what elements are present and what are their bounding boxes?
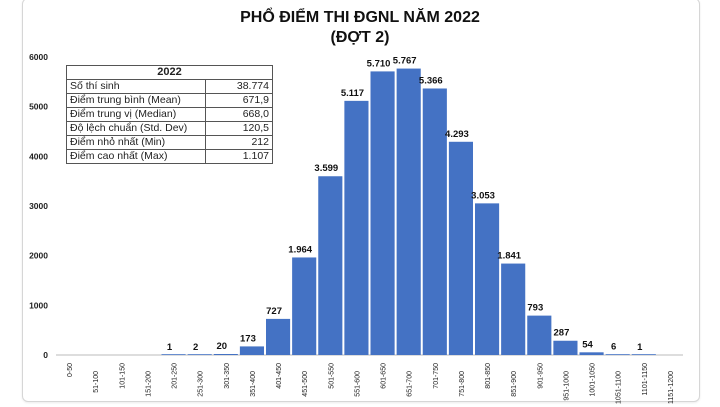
data-label: 6	[611, 342, 616, 353]
bar	[292, 257, 317, 355]
stats-value: 671,9	[205, 93, 273, 108]
y-tick-label: 5000	[29, 102, 48, 112]
y-tick-label: 3000	[29, 201, 48, 211]
stats-row: Điểm trung vị (Median) 668,0	[66, 107, 273, 122]
bar	[631, 354, 656, 355]
x-tick-label: 101-150	[119, 363, 126, 389]
x-tick-label: 751-800	[459, 371, 466, 397]
x-tick-label: 1051-1100	[616, 371, 623, 404]
bar	[187, 354, 212, 355]
bar	[344, 100, 369, 355]
x-tick-label: 501-550	[328, 363, 335, 389]
x-tick-label: 1001-1050	[590, 363, 597, 397]
bar	[527, 315, 552, 355]
x-tick-label: 551-600	[354, 371, 361, 397]
bar	[579, 352, 604, 355]
data-label: 793	[527, 303, 543, 314]
x-tick-label: 951-1000	[563, 371, 570, 401]
x-tick-label: 151-200	[145, 371, 152, 397]
x-tick-label: 901-950	[537, 363, 544, 389]
data-label: 5.767	[393, 56, 417, 67]
bar	[553, 340, 578, 355]
x-tick-label: 1101-1150	[642, 363, 649, 396]
stats-row: Điểm cao nhất (Max) 1.107	[66, 149, 273, 164]
stats-header: 2022	[66, 65, 273, 80]
x-tick-label: 851-900	[511, 371, 518, 397]
stats-label: Độ lệch chuẩn (Std. Dev)	[66, 121, 206, 136]
bar	[422, 88, 447, 355]
x-tick-label: 251-300	[198, 371, 205, 397]
data-label: 54	[582, 339, 593, 350]
stats-row: Số thí sinh 38.774	[66, 79, 273, 94]
x-tick-label: 701-750	[433, 363, 440, 389]
stats-value: 120,5	[205, 121, 273, 136]
x-tick-label: 651-700	[407, 371, 414, 397]
bar	[239, 346, 264, 355]
stats-value: 212	[205, 135, 273, 150]
y-tick-label: 2000	[29, 251, 48, 261]
data-label: 1.841	[497, 251, 521, 262]
data-label: 173	[240, 333, 256, 344]
data-label: 2	[193, 342, 198, 353]
x-tick-label: 801-850	[485, 363, 492, 389]
bar	[396, 68, 421, 356]
x-tick-label: 301-350	[224, 363, 231, 389]
y-tick-label: 0	[43, 350, 48, 360]
x-tick-label: 51-100	[93, 371, 100, 393]
bar	[266, 318, 291, 355]
data-label: 727	[266, 306, 282, 317]
data-label: 20	[217, 341, 228, 352]
data-label: 287	[554, 328, 570, 339]
data-label: 1.964	[288, 244, 312, 255]
bar	[213, 354, 238, 355]
chart-title-main: PHỔ ĐIỂM THI ĐGNL NĂM 2022	[240, 9, 480, 26]
bar	[605, 354, 630, 355]
data-label: 5.366	[419, 75, 443, 86]
data-label: 3.599	[314, 163, 338, 174]
bar	[161, 354, 186, 355]
y-tick-label: 6000	[29, 52, 48, 62]
x-tick-label: 1151-1200	[668, 371, 675, 404]
y-tick-label: 4000	[29, 151, 48, 161]
chart-subtitle: (ĐỢT 2)	[330, 29, 390, 46]
bar	[318, 176, 343, 355]
stats-row: Điểm nhỏ nhất (Min) 212	[66, 135, 273, 150]
stats-label: Điểm cao nhất (Max)	[66, 149, 206, 164]
data-label: 1	[167, 342, 173, 353]
data-label: 5.117	[341, 88, 364, 99]
stats-label: Điểm trung vị (Median)	[66, 107, 206, 122]
bar	[501, 263, 526, 355]
x-tick-label: 351-400	[250, 371, 257, 397]
bar	[475, 203, 500, 355]
x-tick-label: 401-450	[276, 363, 283, 389]
stats-row: Độ lệch chuẩn (Std. Dev) 120,5	[66, 121, 273, 136]
stats-label: Điểm nhỏ nhất (Min)	[66, 135, 206, 150]
stats-label: Số thí sinh	[66, 79, 206, 94]
stats-value: 668,0	[205, 107, 273, 122]
data-label: 5.710	[367, 58, 391, 69]
data-label: 1	[637, 342, 643, 353]
y-tick-label: 1000	[29, 300, 48, 310]
x-tick-label: 0-50	[67, 363, 74, 377]
bar	[370, 71, 395, 356]
stats-table: 2022 Số thí sinh 38.774 Điểm trung bình (…	[66, 65, 273, 164]
x-tick-label: 601-650	[381, 363, 388, 389]
data-label: 4.293	[445, 129, 469, 140]
stats-value: 1.107	[205, 149, 273, 164]
x-tick-label: 201-250	[172, 363, 179, 389]
stats-row: Điểm trung bình (Mean) 671,9	[66, 93, 273, 108]
x-tick-label: 451-500	[302, 371, 309, 397]
bar	[448, 141, 473, 355]
stats-value: 38.774	[205, 79, 273, 94]
stats-label: Điểm trung bình (Mean)	[66, 93, 206, 108]
data-label: 3.053	[471, 190, 495, 201]
chart-title: PHỔ ĐIỂM THI ĐGNL NĂM 2022 (ĐỢT 2)	[0, 8, 720, 48]
